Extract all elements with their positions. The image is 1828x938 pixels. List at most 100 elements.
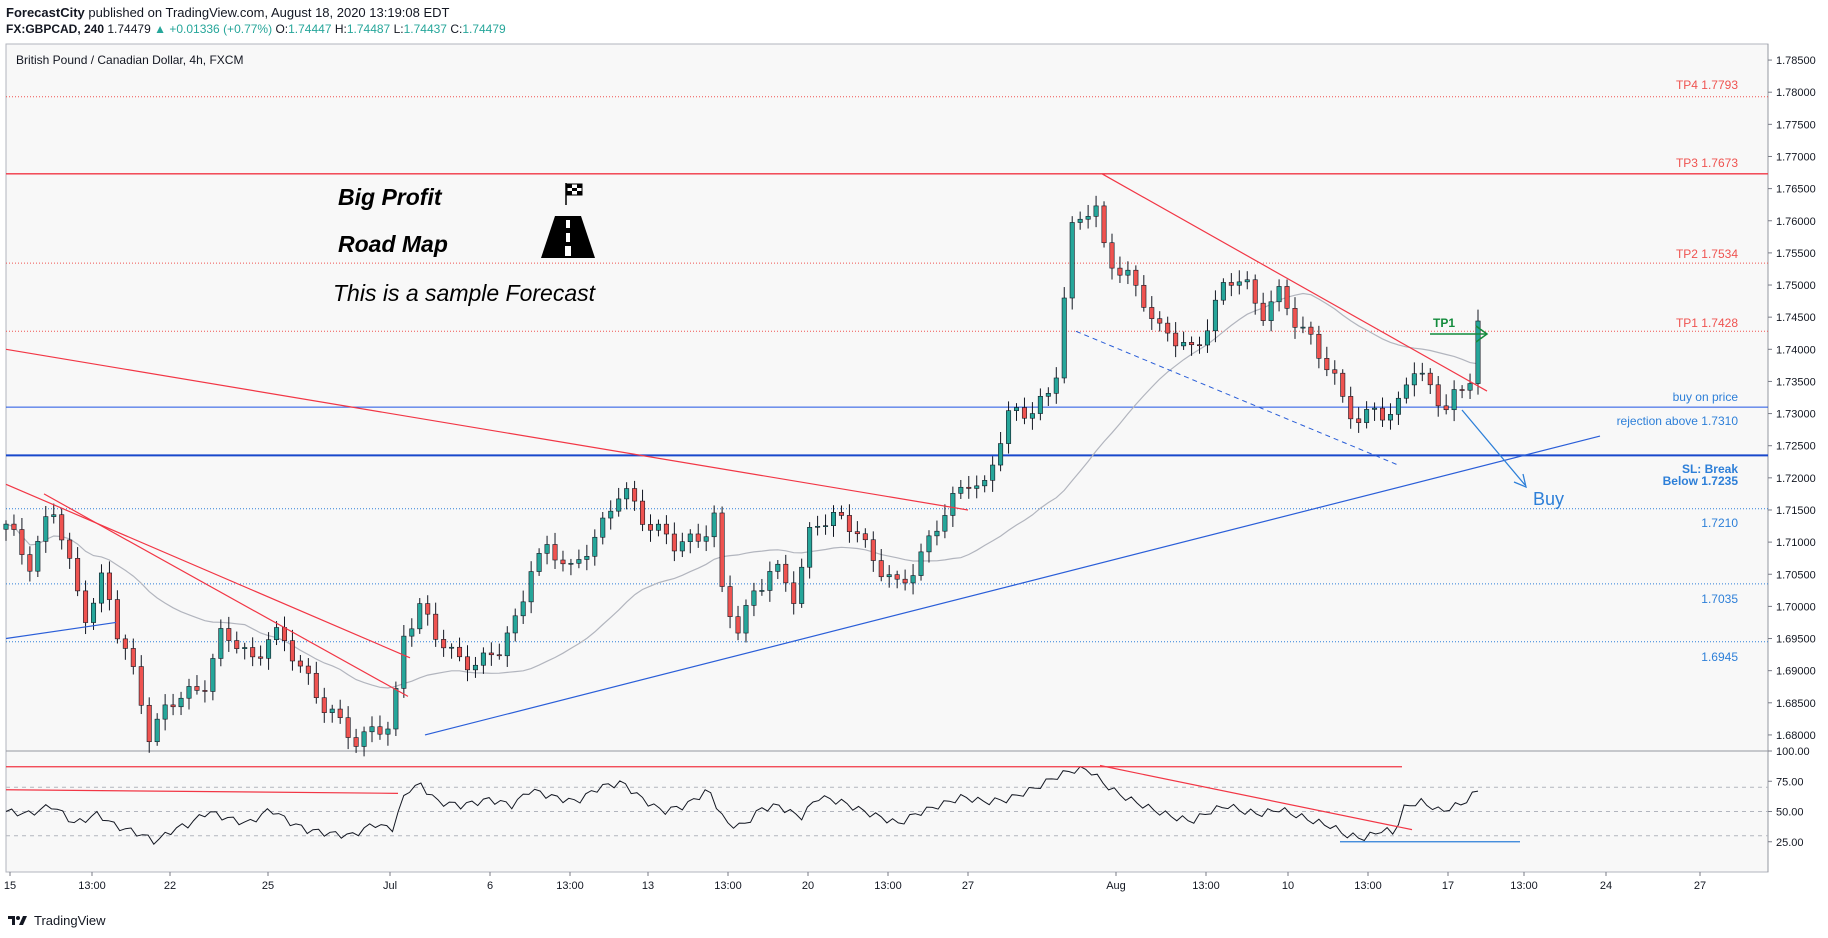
candle-body bbox=[663, 523, 669, 535]
price-tick-label: 1.69500 bbox=[1776, 634, 1816, 646]
candle-body bbox=[592, 536, 598, 557]
candle-body bbox=[250, 647, 256, 658]
candle-body bbox=[1435, 384, 1441, 407]
candle-body bbox=[982, 480, 988, 487]
rising-support-line bbox=[424, 435, 1601, 736]
price-tick-label: 1.73500 bbox=[1776, 376, 1816, 388]
price-axis[interactable]: 1.68000 1.68500 1.69000 1.69500 1.70000 1.705… bbox=[1768, 55, 1816, 742]
candle-body bbox=[1276, 286, 1282, 303]
candle-body bbox=[1061, 297, 1067, 379]
rsi-axis[interactable]: 25.00 50.00 75.00 100.00 bbox=[1768, 746, 1810, 849]
candle-body bbox=[1419, 372, 1425, 375]
close-label: C: bbox=[450, 22, 463, 36]
candle-body bbox=[218, 628, 224, 659]
candle-body bbox=[51, 514, 57, 517]
candle-body bbox=[433, 613, 439, 640]
publish-info: ForecastCity published on TradingView.co… bbox=[6, 5, 450, 20]
candle-body bbox=[823, 525, 829, 527]
candle-body bbox=[950, 493, 956, 516]
candle-body bbox=[759, 590, 765, 592]
candle-body bbox=[345, 717, 351, 738]
tp1-arrow: TP1 bbox=[1430, 316, 1489, 343]
buy-label: Buy bbox=[1533, 489, 1564, 509]
price-tick-label: 1.68500 bbox=[1776, 698, 1816, 710]
tp1-arrow-label: TP1 bbox=[1433, 316, 1455, 330]
candle-body bbox=[83, 590, 89, 623]
time-tick-label: 17 bbox=[1442, 880, 1454, 892]
price-tick-label: 1.72500 bbox=[1776, 441, 1816, 453]
low-label: L: bbox=[393, 22, 404, 36]
candle-body bbox=[313, 672, 319, 699]
checkered-flag-icon bbox=[565, 183, 583, 205]
high-value: 1.74487 bbox=[346, 22, 391, 36]
time-tick-label: 27 bbox=[1694, 880, 1706, 892]
candle-body bbox=[1014, 407, 1020, 411]
candle-body bbox=[695, 533, 701, 542]
candle-body bbox=[584, 555, 590, 560]
candle-body bbox=[767, 571, 773, 591]
rsi-left-line bbox=[5, 789, 399, 794]
candle-body bbox=[671, 533, 677, 552]
downtrend-line-2 bbox=[43, 493, 409, 697]
candle-body bbox=[1212, 299, 1218, 332]
early-support-line bbox=[5, 621, 117, 640]
sl-label-line1: SL: Break bbox=[1682, 462, 1738, 476]
level-1-7035-label: 1.7035 bbox=[1701, 592, 1738, 606]
level-1-7210-label: 1.7210 bbox=[1701, 516, 1738, 530]
candle-body bbox=[1356, 418, 1362, 423]
candle-body bbox=[1252, 279, 1258, 304]
price-tick-label: 1.68000 bbox=[1776, 730, 1816, 742]
ma-line bbox=[5, 292, 1479, 689]
candle-body bbox=[719, 512, 725, 587]
candle-body bbox=[417, 603, 423, 630]
candles bbox=[3, 195, 1481, 757]
candle-body bbox=[393, 688, 399, 730]
time-tick-label: 25 bbox=[262, 880, 274, 892]
time-axis[interactable]: 15 13:00 22 25 Jul 6 13:00 13 13:00 20 13:00 27 Aug 1… bbox=[4, 872, 1706, 892]
level-lines bbox=[6, 96, 1768, 837]
candle-body bbox=[910, 575, 916, 584]
candle-body bbox=[1181, 342, 1187, 347]
candle-body bbox=[958, 486, 964, 494]
level-labels: TP4 1.7793 TP3 1.7673 TP2 1.7534 TP1 1.7… bbox=[1617, 78, 1739, 664]
publisher-name[interactable]: ForecastCity bbox=[6, 5, 85, 20]
buy-arrow: Buy bbox=[1461, 409, 1564, 509]
candle-body bbox=[1228, 282, 1234, 286]
rsi-downtrend-line bbox=[1099, 764, 1413, 831]
candle-body bbox=[1133, 269, 1139, 286]
candle-body bbox=[1173, 332, 1179, 347]
rsi-tick-label: 25.00 bbox=[1776, 837, 1804, 849]
tradingview-brand[interactable]: TradingView bbox=[34, 912, 106, 928]
chart-frame bbox=[5, 43, 1769, 873]
dashed-channel-line bbox=[1075, 330, 1399, 466]
candle-body bbox=[1077, 218, 1083, 223]
sl-label-line2: Below 1.7235 bbox=[1663, 474, 1739, 488]
tradingview-logo-icon[interactable] bbox=[6, 912, 30, 928]
candle-body bbox=[59, 514, 65, 541]
trend-lines[interactable] bbox=[5, 173, 1601, 736]
time-tick-label: 24 bbox=[1600, 880, 1612, 892]
candle-body bbox=[464, 656, 470, 671]
low-value: 1.74437 bbox=[403, 22, 447, 36]
candle-body bbox=[815, 525, 821, 528]
candle-body bbox=[377, 726, 383, 735]
candle-body bbox=[329, 708, 335, 713]
candle-body bbox=[926, 535, 932, 553]
candle-body bbox=[616, 498, 622, 512]
candle-body bbox=[488, 652, 494, 656]
candle-body bbox=[281, 627, 287, 641]
price-tick-label: 1.71000 bbox=[1776, 537, 1816, 549]
candle-body bbox=[1157, 318, 1163, 324]
candle-body bbox=[974, 485, 980, 489]
change-value: +0.01336 (+0.77%) bbox=[169, 22, 273, 36]
last-price: 1.74479 bbox=[107, 22, 151, 36]
candle-body bbox=[1411, 373, 1417, 386]
candle-body bbox=[1403, 384, 1409, 399]
candle-body bbox=[1053, 377, 1059, 394]
candle-body bbox=[886, 574, 892, 578]
candle-body bbox=[146, 704, 152, 743]
tp4-label: TP4 1.7793 bbox=[1676, 78, 1738, 92]
candle-body bbox=[807, 527, 813, 568]
candle-body bbox=[11, 523, 17, 530]
